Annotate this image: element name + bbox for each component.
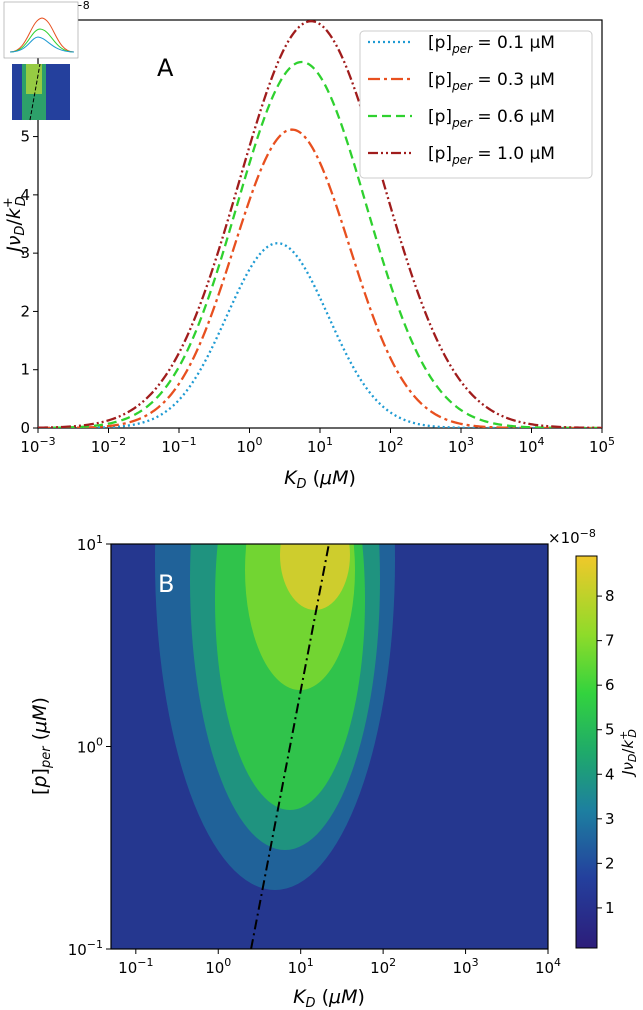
panel-b-label: B [158,570,174,598]
series-line-3 [38,60,602,428]
panel-a-xtick-label: 100 [236,435,262,456]
panel-a-ytick-label: 2 [20,302,30,320]
panel-a-ytick-label: 1 [20,361,30,379]
colorbar-tick-label: 1 [605,899,615,917]
panel-a-ytick-label: 3 [20,244,30,262]
colorbar: 1 2 3 4 5 6 7 8 ×10−8 JνD/k+D [548,527,639,949]
panel-b-ytick-label: 10−1 [68,938,103,959]
thumb-curve-2 [9,28,75,53]
panel-b-xtick-label: 102 [370,956,396,977]
legend-label-4: [p]per = 1.0 μM [428,144,555,167]
legend-label-3: [p]per = 0.6 μM [428,107,555,130]
legend-frame [359,30,593,179]
colorbar-offset-text: ×10−8 [548,527,596,547]
colorbar-tick-label: 6 [605,676,615,694]
panel-a-x-ticks: 10−3 10−2 10−1 100 101 102 103 104 105 [20,428,615,456]
colorbar-gradient [575,555,598,949]
series-line-2 [38,128,602,428]
colorbar-ticks: 1 2 3 4 5 6 7 8 [597,587,615,917]
legend-label-1: [p]per = 0.1 μM [428,33,555,56]
panel-b-ytick-label: 100 [77,736,103,757]
thumbnail-panel-b [12,63,70,121]
panel-a-xtick-label: 104 [518,435,544,456]
colorbar-tick-label: 4 [605,765,615,783]
panel-a-series-group [38,20,602,428]
thumbnail-panel-a [3,1,79,59]
panel-a-ytick-label: 5 [20,128,30,146]
panel-b-xtick-label: 104 [535,956,561,977]
colorbar-label: JνD/k+D [617,729,639,778]
series-line-1 [38,242,602,428]
panel-a-xtick-label: 10−2 [91,435,126,456]
panel-a-xtick-label: 105 [589,435,615,456]
legend-label-2: [p]per = 0.3 μM [428,70,555,93]
series-line-4 [38,20,602,428]
panel-a-ytick-label: 0 [20,419,30,437]
panel-a-xtick-label: 101 [307,435,333,456]
colorbar-tick-label: 7 [605,632,615,650]
thumb-curve-3 [9,36,75,53]
panel-a-legend: [p]per = 0.1 μM [p]per = 0.3 μM [p]per = 0… [359,30,593,179]
panel-b-xtick-label: 103 [453,956,479,977]
panel-a-xtick-label: 103 [448,435,474,456]
colorbar-tick-label: 5 [605,721,615,739]
panel-b: 10−1 100 101 102 103 104 10−1 100 101 B KD (μM)… [29,527,639,1010]
colorbar-tick-label: 8 [605,587,615,605]
panel-a-y-ticks: 0123456 [20,69,38,437]
panel-b-x-ticks: 10−1 100 101 102 103 104 [118,949,561,977]
panel-b-xtick-label: 101 [288,956,314,977]
panel-a-xlabel: KD (μM) [284,467,356,492]
panel-a-xtick-label: 10−3 [20,435,55,456]
panel-b-y-ticks: 10−1 100 101 [68,533,111,959]
colorbar-tick-label: 3 [605,810,615,828]
panel-b-ytick-label: 101 [77,533,103,554]
panel-b-heatmap [111,544,548,949]
panel-b-xtick-label: 10−1 [118,956,153,977]
optimum-line [250,544,330,949]
panel-b-xtick-label: 100 [205,956,231,977]
panel-a-xtick-label: 10−1 [161,435,196,456]
thumb-curve-1 [9,17,75,53]
panel-a-ytick-label: 4 [20,186,30,204]
panel-a-ylabel: JνD/k+D [1,196,29,256]
colorbar-tick-label: 2 [605,854,615,872]
panel-b-xlabel: KD (μM) [293,986,365,1010]
panel-b-ylabel: [p]per (μM) [29,697,54,795]
legend-items: [p]per = 0.1 μM [p]per = 0.3 μM [p]per = 0… [368,33,555,167]
panel-a-xtick-label: 102 [377,435,403,456]
panel-a-label: A [157,54,174,82]
